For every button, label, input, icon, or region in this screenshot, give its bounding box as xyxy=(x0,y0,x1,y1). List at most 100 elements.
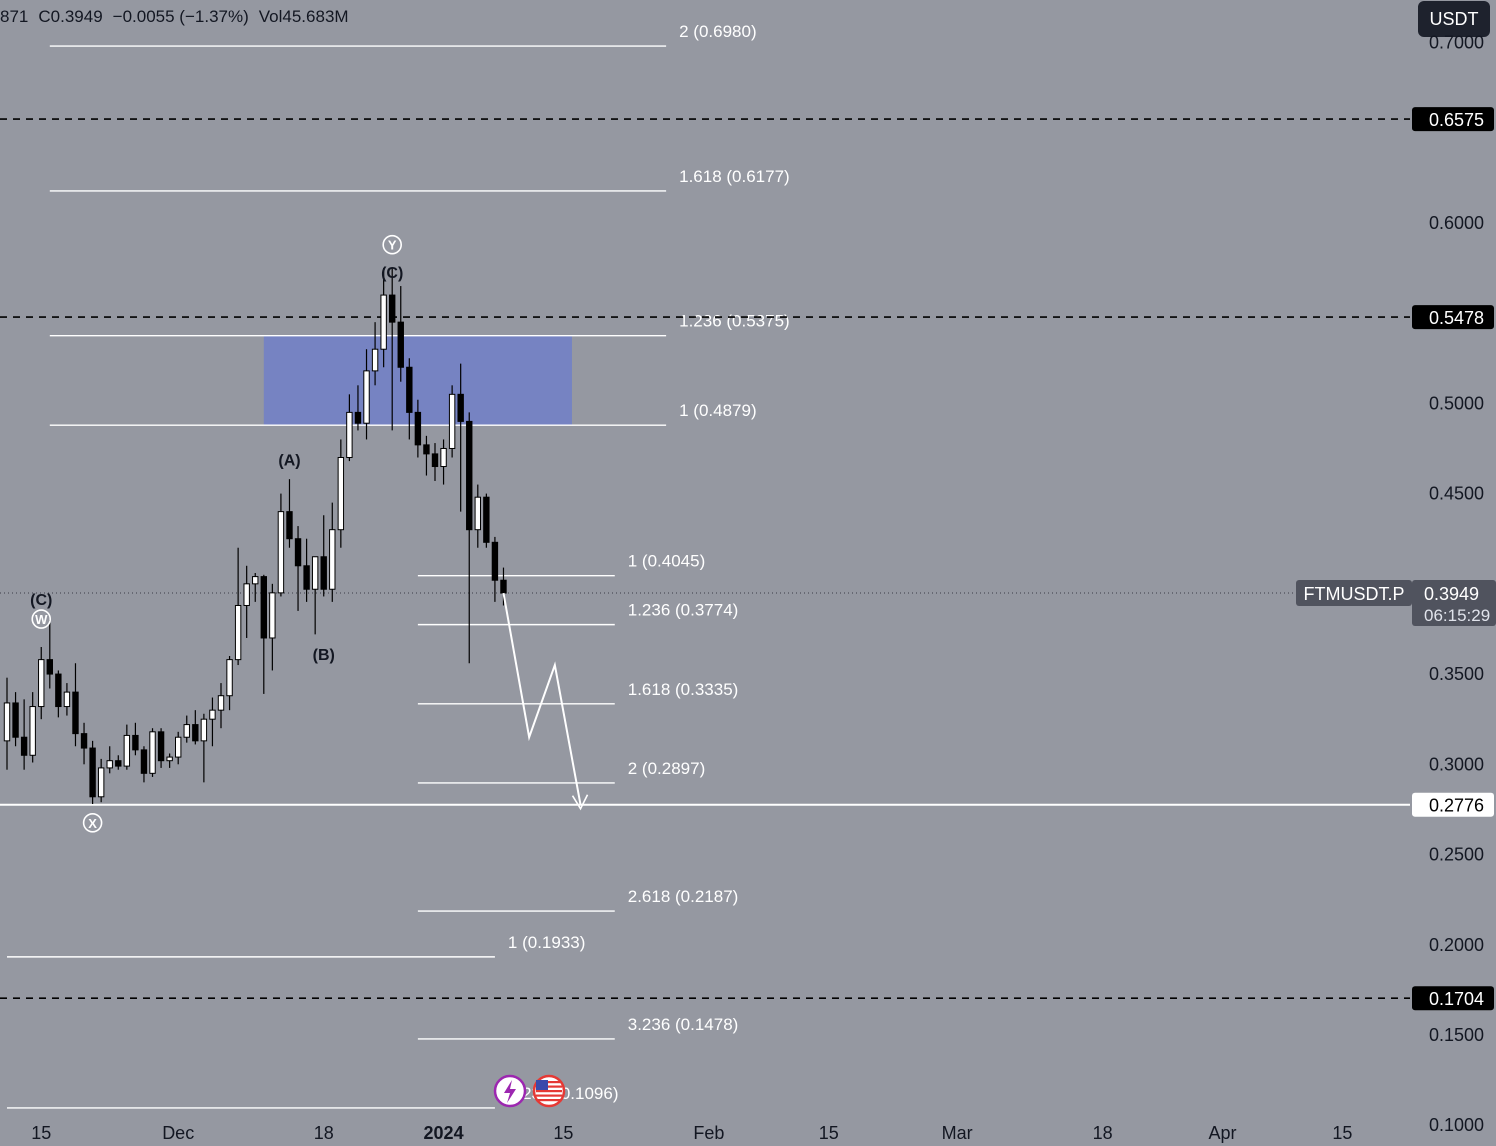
candle-body[interactable] xyxy=(491,541,499,581)
candle-body[interactable] xyxy=(474,496,482,531)
candle-body[interactable] xyxy=(115,760,122,767)
candle-body[interactable] xyxy=(337,456,345,531)
candle-body[interactable] xyxy=(226,659,233,697)
candle-body[interactable] xyxy=(294,538,302,567)
candle-body[interactable] xyxy=(431,453,439,468)
candle-body[interactable] xyxy=(448,393,456,449)
candle-body[interactable] xyxy=(166,756,173,762)
candle-body[interactable] xyxy=(466,420,473,531)
ohlc-readout: 871 C0.3949 −0.0055 (−1.37%) Vol45.683M xyxy=(0,7,359,27)
us-flag-icon[interactable] xyxy=(532,1074,566,1108)
close-value: C0.3949 xyxy=(38,7,103,26)
candle-body[interactable] xyxy=(483,496,490,543)
wave-label: X xyxy=(88,816,97,831)
candle-body[interactable] xyxy=(175,736,182,758)
candle-body[interactable] xyxy=(234,604,242,661)
time-axis-tick: Dec xyxy=(162,1123,194,1143)
fib-level-label: 3.236 (0.1478) xyxy=(628,1015,739,1034)
fib-level-label: 2 (0.2897) xyxy=(628,759,706,778)
candle-body[interactable] xyxy=(380,294,387,350)
price-axis-tick: 0.5000 xyxy=(1429,393,1484,413)
price-badge xyxy=(1412,792,1494,817)
wave-label: (C) xyxy=(381,265,403,282)
fib-level-label: 2.618 (0.2187) xyxy=(628,887,739,906)
ohlc-prefix: 871 xyxy=(0,7,29,26)
price-axis-tick: 0.1000 xyxy=(1429,1115,1484,1135)
candle-body[interactable] xyxy=(29,706,36,756)
candle-body[interactable] xyxy=(286,511,293,540)
candle-body[interactable] xyxy=(183,724,190,738)
candle-body[interactable] xyxy=(63,691,71,708)
last-price-badge xyxy=(1412,580,1496,627)
candle-body[interactable] xyxy=(209,709,216,720)
candle-body[interactable] xyxy=(157,731,165,762)
candle-body[interactable] xyxy=(106,760,113,769)
fib-level-label: 1 (0.1933) xyxy=(508,933,586,952)
candle-body[interactable] xyxy=(20,736,28,756)
candle-body[interactable] xyxy=(406,366,413,413)
candle-body[interactable] xyxy=(123,734,131,767)
candle-body[interactable] xyxy=(329,529,336,590)
candle-body[interactable] xyxy=(89,747,96,798)
candle-body[interactable] xyxy=(269,592,276,639)
price-badge-label: 0.2776 xyxy=(1429,796,1484,816)
candle-body[interactable] xyxy=(440,447,447,468)
fib-level-label: 1.236 (0.3774) xyxy=(628,601,739,620)
last-price-label: 0.3949 xyxy=(1424,584,1479,604)
candle-body[interactable] xyxy=(46,659,53,675)
candle-body[interactable] xyxy=(303,565,310,590)
candle-body[interactable] xyxy=(55,673,62,708)
time-axis-tick: 15 xyxy=(819,1123,839,1143)
candle-body[interactable] xyxy=(389,294,396,323)
wave-label: (B) xyxy=(313,647,335,664)
currency-button[interactable]: USDT xyxy=(1418,1,1490,37)
price-axis-tick: 0.1500 xyxy=(1429,1025,1484,1045)
candle-body[interactable] xyxy=(423,444,430,455)
candle-body[interactable] xyxy=(3,702,11,742)
candle-body[interactable] xyxy=(217,695,225,711)
candle-body[interactable] xyxy=(149,731,156,774)
candle-body[interactable] xyxy=(371,348,379,372)
candle-body[interactable] xyxy=(320,556,327,590)
candle-body[interactable] xyxy=(252,576,259,585)
time-axis-tick: Feb xyxy=(693,1123,724,1143)
candle-body[interactable] xyxy=(397,321,404,368)
candle-body[interactable] xyxy=(72,691,79,735)
price-axis-tick: 0.2000 xyxy=(1429,935,1484,955)
candle-body[interactable] xyxy=(277,511,285,594)
candle-body[interactable] xyxy=(97,767,105,798)
candle-body[interactable] xyxy=(140,749,148,774)
price-axis-tick: 0.6000 xyxy=(1429,213,1484,233)
time-axis-tick: Apr xyxy=(1209,1123,1237,1143)
fib-level-label: 1 (0.4879) xyxy=(679,401,757,420)
projection-arrowhead xyxy=(571,794,589,811)
candle-body[interactable] xyxy=(132,734,139,751)
candle-body[interactable] xyxy=(414,411,422,446)
projection-path[interactable] xyxy=(502,592,582,805)
time-axis-tick: 18 xyxy=(314,1123,334,1143)
candle-body[interactable] xyxy=(346,411,353,458)
wave-label: W xyxy=(35,612,48,627)
time-axis-tick: 15 xyxy=(31,1123,51,1143)
price-badge xyxy=(1412,305,1494,330)
fib-level-label: 1.618 (0.6177) xyxy=(679,167,790,186)
wave-circle xyxy=(82,812,103,833)
lightning-icon[interactable] xyxy=(493,1074,527,1108)
candle-body[interactable] xyxy=(192,724,199,742)
candle-body[interactable] xyxy=(12,702,19,738)
candle-body[interactable] xyxy=(457,393,464,422)
price-axis-tick: 0.3500 xyxy=(1429,664,1484,684)
candle-body[interactable] xyxy=(363,370,370,424)
candle-body[interactable] xyxy=(38,659,45,708)
candle-body[interactable] xyxy=(260,576,268,639)
candle-body[interactable] xyxy=(311,556,319,590)
wave-label: (A) xyxy=(278,453,300,470)
candle-body[interactable] xyxy=(200,718,208,742)
candle-body[interactable] xyxy=(243,583,250,606)
candle-body[interactable] xyxy=(500,579,507,594)
fib-level-label: 1 (0.4045) xyxy=(628,552,706,571)
candle-body[interactable] xyxy=(354,411,362,424)
candle-body[interactable] xyxy=(80,733,88,749)
time-axis-tick: 15 xyxy=(1332,1123,1352,1143)
